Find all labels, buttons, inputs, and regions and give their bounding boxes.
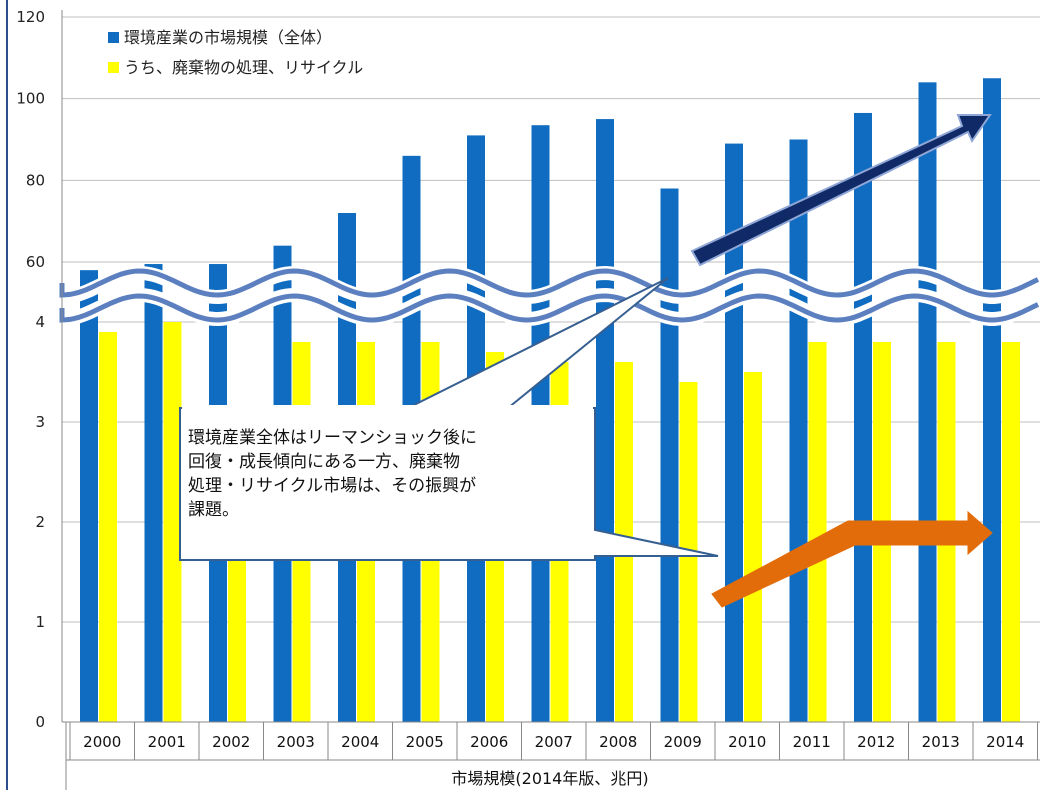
callout-shape <box>179 407 719 561</box>
axis-break-wave-lower <box>59 293 1040 323</box>
x-category-label: 2012 <box>857 733 895 751</box>
y-tick-label: 3 <box>35 413 45 431</box>
y-tick-label: 2 <box>35 513 45 531</box>
x-category-label: 2004 <box>341 733 379 751</box>
x-category-label: 2005 <box>406 733 444 751</box>
x-category-label: 2014 <box>986 733 1024 751</box>
legend: 環境産業の市場規模（全体） うち、廃棄物の処理、リサイクル <box>108 28 363 77</box>
x-category-label: 2008 <box>599 733 637 751</box>
legend-label: うち、廃棄物の処理、リサイクル <box>124 58 363 77</box>
legend-label: 環境産業の市場規模（全体） <box>124 28 332 47</box>
y-tick-label: 4 <box>35 313 45 331</box>
y-tick-labels: 0 1 2 3 4 60 80 100 120 <box>16 8 45 731</box>
bar-2014-total <box>983 78 1001 722</box>
x-category-label: 2007 <box>535 733 573 751</box>
y-tick-label: 60 <box>26 253 45 271</box>
recycling-trend-arrow <box>711 510 993 608</box>
overall-growth-arrow <box>690 114 992 267</box>
y-tick-label: 100 <box>16 90 45 108</box>
x-category-label: 2006 <box>470 733 508 751</box>
bar-2011-recycling <box>808 342 827 722</box>
x-category-label: 2013 <box>922 733 960 751</box>
bar-2013-total <box>918 82 937 723</box>
y-tick-label: 0 <box>35 713 45 731</box>
callout-seam-mask <box>182 405 593 411</box>
x-category-label: 2000 <box>83 733 121 751</box>
trend-arrows <box>690 114 993 608</box>
bar-2008-total <box>596 119 614 723</box>
bar-2010-recycling <box>744 372 762 722</box>
x-category-label: 2010 <box>728 733 766 751</box>
bar-2001-recycling <box>163 322 182 722</box>
callout-box <box>179 277 719 561</box>
legend-swatch <box>108 32 119 43</box>
y-tick-label: 80 <box>26 171 45 189</box>
axis-break-waves <box>55 265 1040 327</box>
callout-text: 環境産業全体はリーマンショック後に 回復・成長傾向にある一方、廃棄物 処理・リサ… <box>188 428 477 520</box>
x-category-label: 2009 <box>664 733 702 751</box>
x-category-label: 2003 <box>277 733 315 751</box>
bar-2014-recycling <box>1002 342 1020 722</box>
bar-2000-total <box>80 270 98 722</box>
x-category-label: 2001 <box>148 733 186 751</box>
bar-2009-total <box>660 188 679 722</box>
x-category-label: 2002 <box>212 733 250 751</box>
y-tick-label: 120 <box>16 8 45 26</box>
axis-break-wave-upper <box>59 268 1040 298</box>
bar-2001-total <box>144 264 163 722</box>
bar-2011-total <box>789 139 808 722</box>
legend-swatch <box>108 62 119 73</box>
bar-2012-total <box>854 112 872 723</box>
y-tick-label: 1 <box>35 613 45 631</box>
axes <box>6 0 1040 790</box>
bar-2000-recycling <box>99 332 117 722</box>
x-category-label: 2011 <box>793 733 831 751</box>
x-category-labels: 2000 2001 2002 2003 2004 2005 2006 2007 2008 2009… <box>83 733 1024 751</box>
x-axis-title: 市場規模(2014年版、兆円) <box>451 769 648 788</box>
